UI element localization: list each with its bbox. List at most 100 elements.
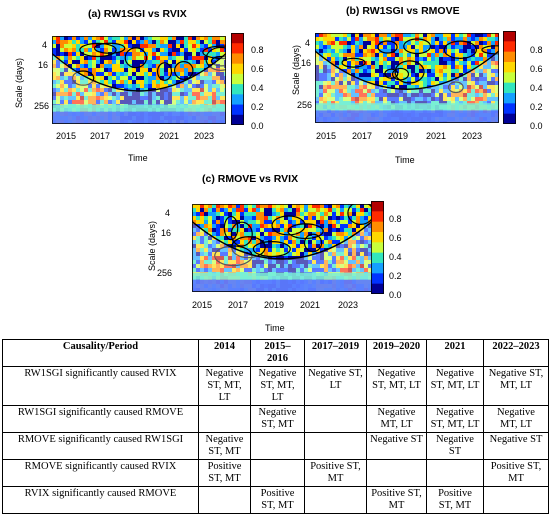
table-cell: Negative MT, LT [366,405,427,433]
wavelet-plot [52,36,226,124]
panel-title: (b) RW1SGI vs RMOVE [346,5,460,17]
table-cell: Negative ST [366,432,427,460]
table-cell [426,459,484,487]
y-tick: 256 [157,268,173,278]
column-header: 2019–2020 [366,339,427,367]
colorbar [371,201,384,294]
x-tick: 2019 [124,131,145,141]
x-tick: 2021 [300,300,321,310]
column-header: Causality/Period [2,339,199,367]
wavelet-panel-a: (a) RW1SGI vs RVIX Scale (days) 4 16 256… [0,0,275,170]
x-axis-label: Time [395,155,415,165]
table-cell: Negative ST [426,432,484,460]
x-tick: 2021 [159,131,180,141]
column-header: 2014 [198,339,251,367]
y-tick: 256 [297,100,313,110]
table-cell: Negative ST, LT [304,366,367,406]
wavelet-plot [315,33,499,123]
table-cell: Negative ST, MT [250,405,305,433]
table-cell: Positive ST, MT [304,459,367,487]
y-tick: 16 [161,228,172,238]
x-tick: 2023 [194,131,215,141]
x-tick: 2015 [56,131,77,141]
x-tick: 2019 [388,131,409,141]
colorbar-tick: 0.6 [530,64,543,74]
table-cell [304,486,367,514]
row-label: RMOVE significantly caused RVIX [2,459,199,487]
colorbar-tick: 0.2 [251,102,264,112]
column-header: 2017–2019 [304,339,367,367]
table-row: RW1SGI significantly caused RMOVE Negati… [2,405,549,433]
y-tick: 16 [38,60,49,70]
panel-title: (a) RW1SGI vs RVIX [88,8,187,20]
row-label: RW1SGI significantly caused RVIX [2,366,199,406]
y-tick: 4 [165,208,171,218]
colorbar-tick: 0.4 [251,83,264,93]
x-axis-label: Time [265,323,285,333]
table-cell: Positive ST, MT [483,459,549,487]
table-row: RMOVE significantly caused RVIX Positive… [2,459,549,487]
y-axis-label: Scale (days) [147,220,157,271]
y-tick: 4 [42,40,48,50]
colorbar-tick: 0.2 [389,271,402,281]
wavelet-plot [192,204,372,292]
table-cell [304,405,367,433]
column-header: 2015–2016 [250,339,305,367]
table-cell: Negative ST, MT, LT [426,366,484,406]
y-axis-label: Scale (days) [291,44,301,95]
colorbar-tick: 0.4 [389,252,402,262]
table-cell: Negative ST, MT, LT [426,405,484,433]
table-cell: Positive ST, MT [366,486,427,514]
table-cell [304,432,367,460]
colorbar-tick: 0.8 [530,45,543,55]
x-tick: 2017 [228,300,249,310]
table-cell: Negative ST [483,432,549,460]
x-tick: 2023 [462,131,483,141]
colorbar [503,31,516,124]
table-cell [250,459,305,487]
table-cell: Negative ST, MT, LT [483,366,549,406]
x-tick: 2017 [90,131,111,141]
table-row: RMOVE significantly caused RW1SGI Negati… [2,432,549,460]
table-cell: Negative ST, MT, LT [366,366,427,406]
y-tick: 256 [34,101,50,111]
y-axis-label: Scale (days) [14,57,24,108]
colorbar-tick: 0.0 [389,290,402,300]
x-tick: 2021 [426,131,447,141]
wavelet-panel-b: (b) RW1SGI vs RMOVE Scale (days) 4 16 25… [275,0,550,170]
colorbar-tick: 0.8 [251,45,264,55]
wavelet-panel-c: (c) RMOVE vs RVIX Scale (days) 4 16 256 … [130,170,430,335]
table-cell: Positive ST, MT [426,486,484,514]
y-tick: 16 [301,58,312,68]
colorbar-tick: 0.4 [530,83,543,93]
row-label: RMOVE significantly caused RW1SGI [2,432,199,460]
colorbar-tick: 0.0 [530,121,543,131]
table-row: RVIX significantly caused RMOVE Positive… [2,486,549,514]
table-cell: Negative ST, MT [198,432,251,460]
table-cell [250,432,305,460]
table-cell: Positive ST, MT [198,459,251,487]
colorbar-tick: 0.2 [530,102,543,112]
table-cell: Negative ST, MT, LT [198,366,251,406]
x-tick: 2023 [338,300,359,310]
colorbar-tick: 0.8 [389,214,402,224]
table-cell [198,486,251,514]
table-header-row: Causality/Period 2014 2015–2016 2017–201… [2,339,549,367]
table-cell [366,459,427,487]
table-cell: Positive ST, MT [250,486,305,514]
x-tick: 2015 [192,300,213,310]
x-tick: 2019 [264,300,285,310]
table-row: RW1SGI significantly caused RVIX Negativ… [2,366,549,406]
table-cell [198,405,251,433]
x-tick: 2015 [316,131,337,141]
colorbar [231,33,244,125]
colorbar-tick: 0.6 [251,64,264,74]
colorbar-tick: 0.0 [251,121,264,131]
panel-title: (c) RMOVE vs RVIX [202,173,299,185]
x-axis-label: Time [128,153,148,163]
table-cell: Negative ST, MT, LT [250,366,305,406]
column-header: 2022–2023 [483,339,549,367]
row-label: RW1SGI significantly caused RMOVE [2,405,199,433]
table-cell [483,486,549,514]
row-label: RVIX significantly caused RMOVE [2,486,199,514]
